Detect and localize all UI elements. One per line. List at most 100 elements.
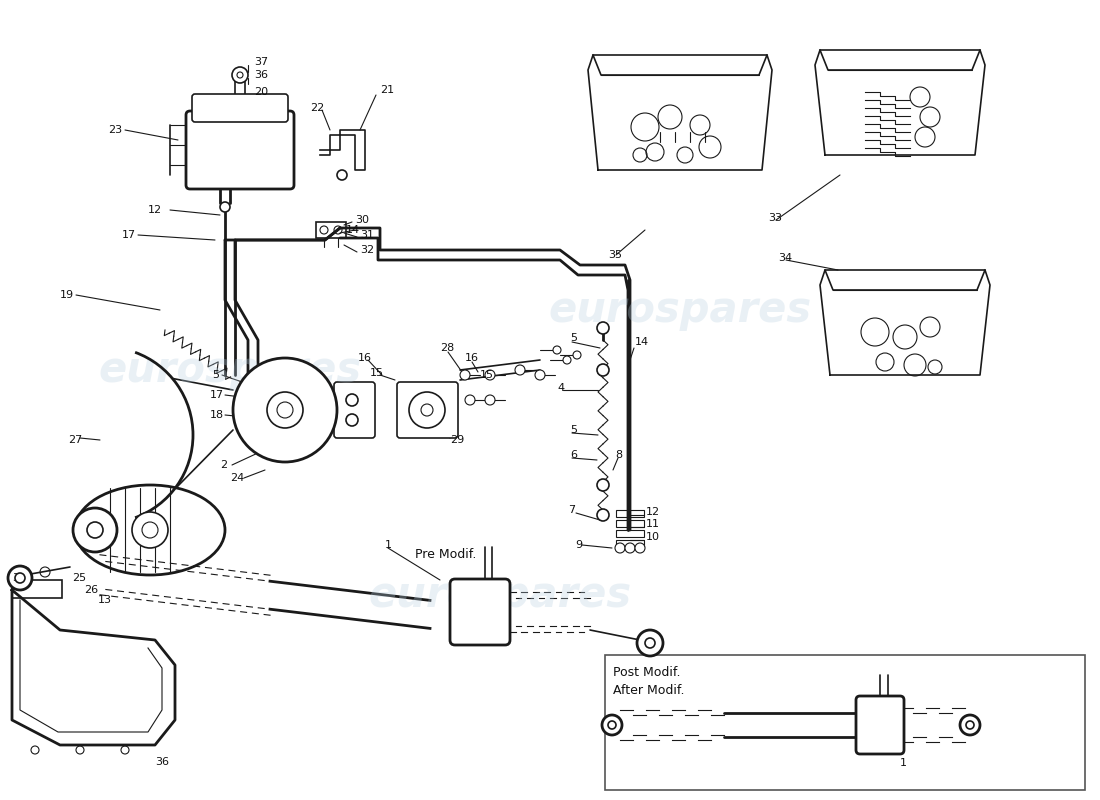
Text: 19: 19 [60,290,74,300]
Circle shape [597,479,609,491]
Circle shape [346,394,358,406]
Text: 5: 5 [570,333,578,343]
Text: After Modif.: After Modif. [613,683,684,697]
Circle shape [132,512,168,548]
Circle shape [409,392,446,428]
Text: 17: 17 [122,230,136,240]
Bar [616,540,644,547]
Circle shape [277,402,293,418]
Text: 20: 20 [254,87,268,97]
Circle shape [615,543,625,553]
Text: 36: 36 [254,70,268,80]
Circle shape [20,567,30,577]
Circle shape [232,67,248,83]
Circle shape [8,566,32,590]
Text: 12: 12 [148,205,162,215]
FancyBboxPatch shape [450,579,510,645]
Text: 5: 5 [212,370,219,380]
Bar [12,580,62,598]
Circle shape [485,395,495,405]
Bar [616,530,644,537]
Circle shape [346,414,358,426]
Circle shape [602,715,621,735]
Circle shape [73,508,117,552]
Text: 13: 13 [98,595,112,605]
Circle shape [597,509,609,521]
Circle shape [485,370,495,380]
Bar [605,655,1085,790]
Circle shape [573,351,581,359]
Text: 31: 31 [360,230,374,240]
Bar [316,222,346,238]
Circle shape [625,543,635,553]
Text: 15: 15 [480,370,494,380]
Text: 32: 32 [360,245,374,255]
Text: 37: 37 [254,57,268,67]
Text: 16: 16 [465,353,478,363]
FancyBboxPatch shape [334,382,375,438]
Circle shape [337,170,346,180]
Circle shape [40,567,49,577]
Circle shape [236,72,243,78]
FancyBboxPatch shape [186,111,294,189]
FancyBboxPatch shape [856,696,904,754]
FancyBboxPatch shape [397,382,458,438]
Circle shape [31,746,38,754]
Text: 26: 26 [84,585,98,595]
Text: 6: 6 [570,450,578,460]
Bar [616,510,644,517]
Circle shape [597,322,609,334]
Text: 17: 17 [210,390,224,400]
Circle shape [635,543,645,553]
Text: 23: 23 [108,125,122,135]
Text: 34: 34 [778,253,792,263]
Text: 24: 24 [230,473,244,483]
Text: 16: 16 [358,353,372,363]
Text: 35: 35 [608,250,622,260]
Text: eurospares: eurospares [549,289,812,331]
Text: 1: 1 [900,758,908,768]
Text: 5: 5 [570,425,578,435]
Text: 12: 12 [646,507,660,517]
Circle shape [142,522,158,538]
Ellipse shape [75,485,226,575]
Circle shape [553,346,561,354]
Text: 28: 28 [440,343,454,353]
Circle shape [76,746,84,754]
Text: Pre Modif.: Pre Modif. [415,549,476,562]
Circle shape [597,364,609,376]
Text: 21: 21 [379,85,394,95]
Circle shape [220,202,230,212]
Circle shape [233,358,337,462]
Circle shape [460,370,470,380]
Circle shape [87,522,103,538]
Bar [616,520,644,527]
Text: 1: 1 [385,540,392,550]
Text: Post Modif.: Post Modif. [613,666,681,679]
Text: 33: 33 [768,213,782,223]
Text: 15: 15 [370,368,384,378]
Circle shape [121,746,129,754]
Circle shape [645,638,654,648]
Text: 7: 7 [568,505,575,515]
Circle shape [421,404,433,416]
Circle shape [960,715,980,735]
FancyBboxPatch shape [192,94,288,122]
Text: 9: 9 [575,540,582,550]
Circle shape [608,721,616,729]
Circle shape [320,226,328,234]
Circle shape [563,356,571,364]
Circle shape [15,573,25,583]
Text: 11: 11 [646,519,660,529]
Text: 36: 36 [155,757,169,767]
Circle shape [465,395,475,405]
Text: eurospares: eurospares [368,574,631,616]
Circle shape [515,365,525,375]
Text: 2: 2 [220,460,227,470]
Text: 3: 3 [12,573,19,583]
Text: eurospares: eurospares [98,349,362,391]
Text: 18: 18 [210,410,224,420]
Circle shape [334,226,342,234]
Text: 8: 8 [615,450,623,460]
Text: 14: 14 [635,337,649,347]
